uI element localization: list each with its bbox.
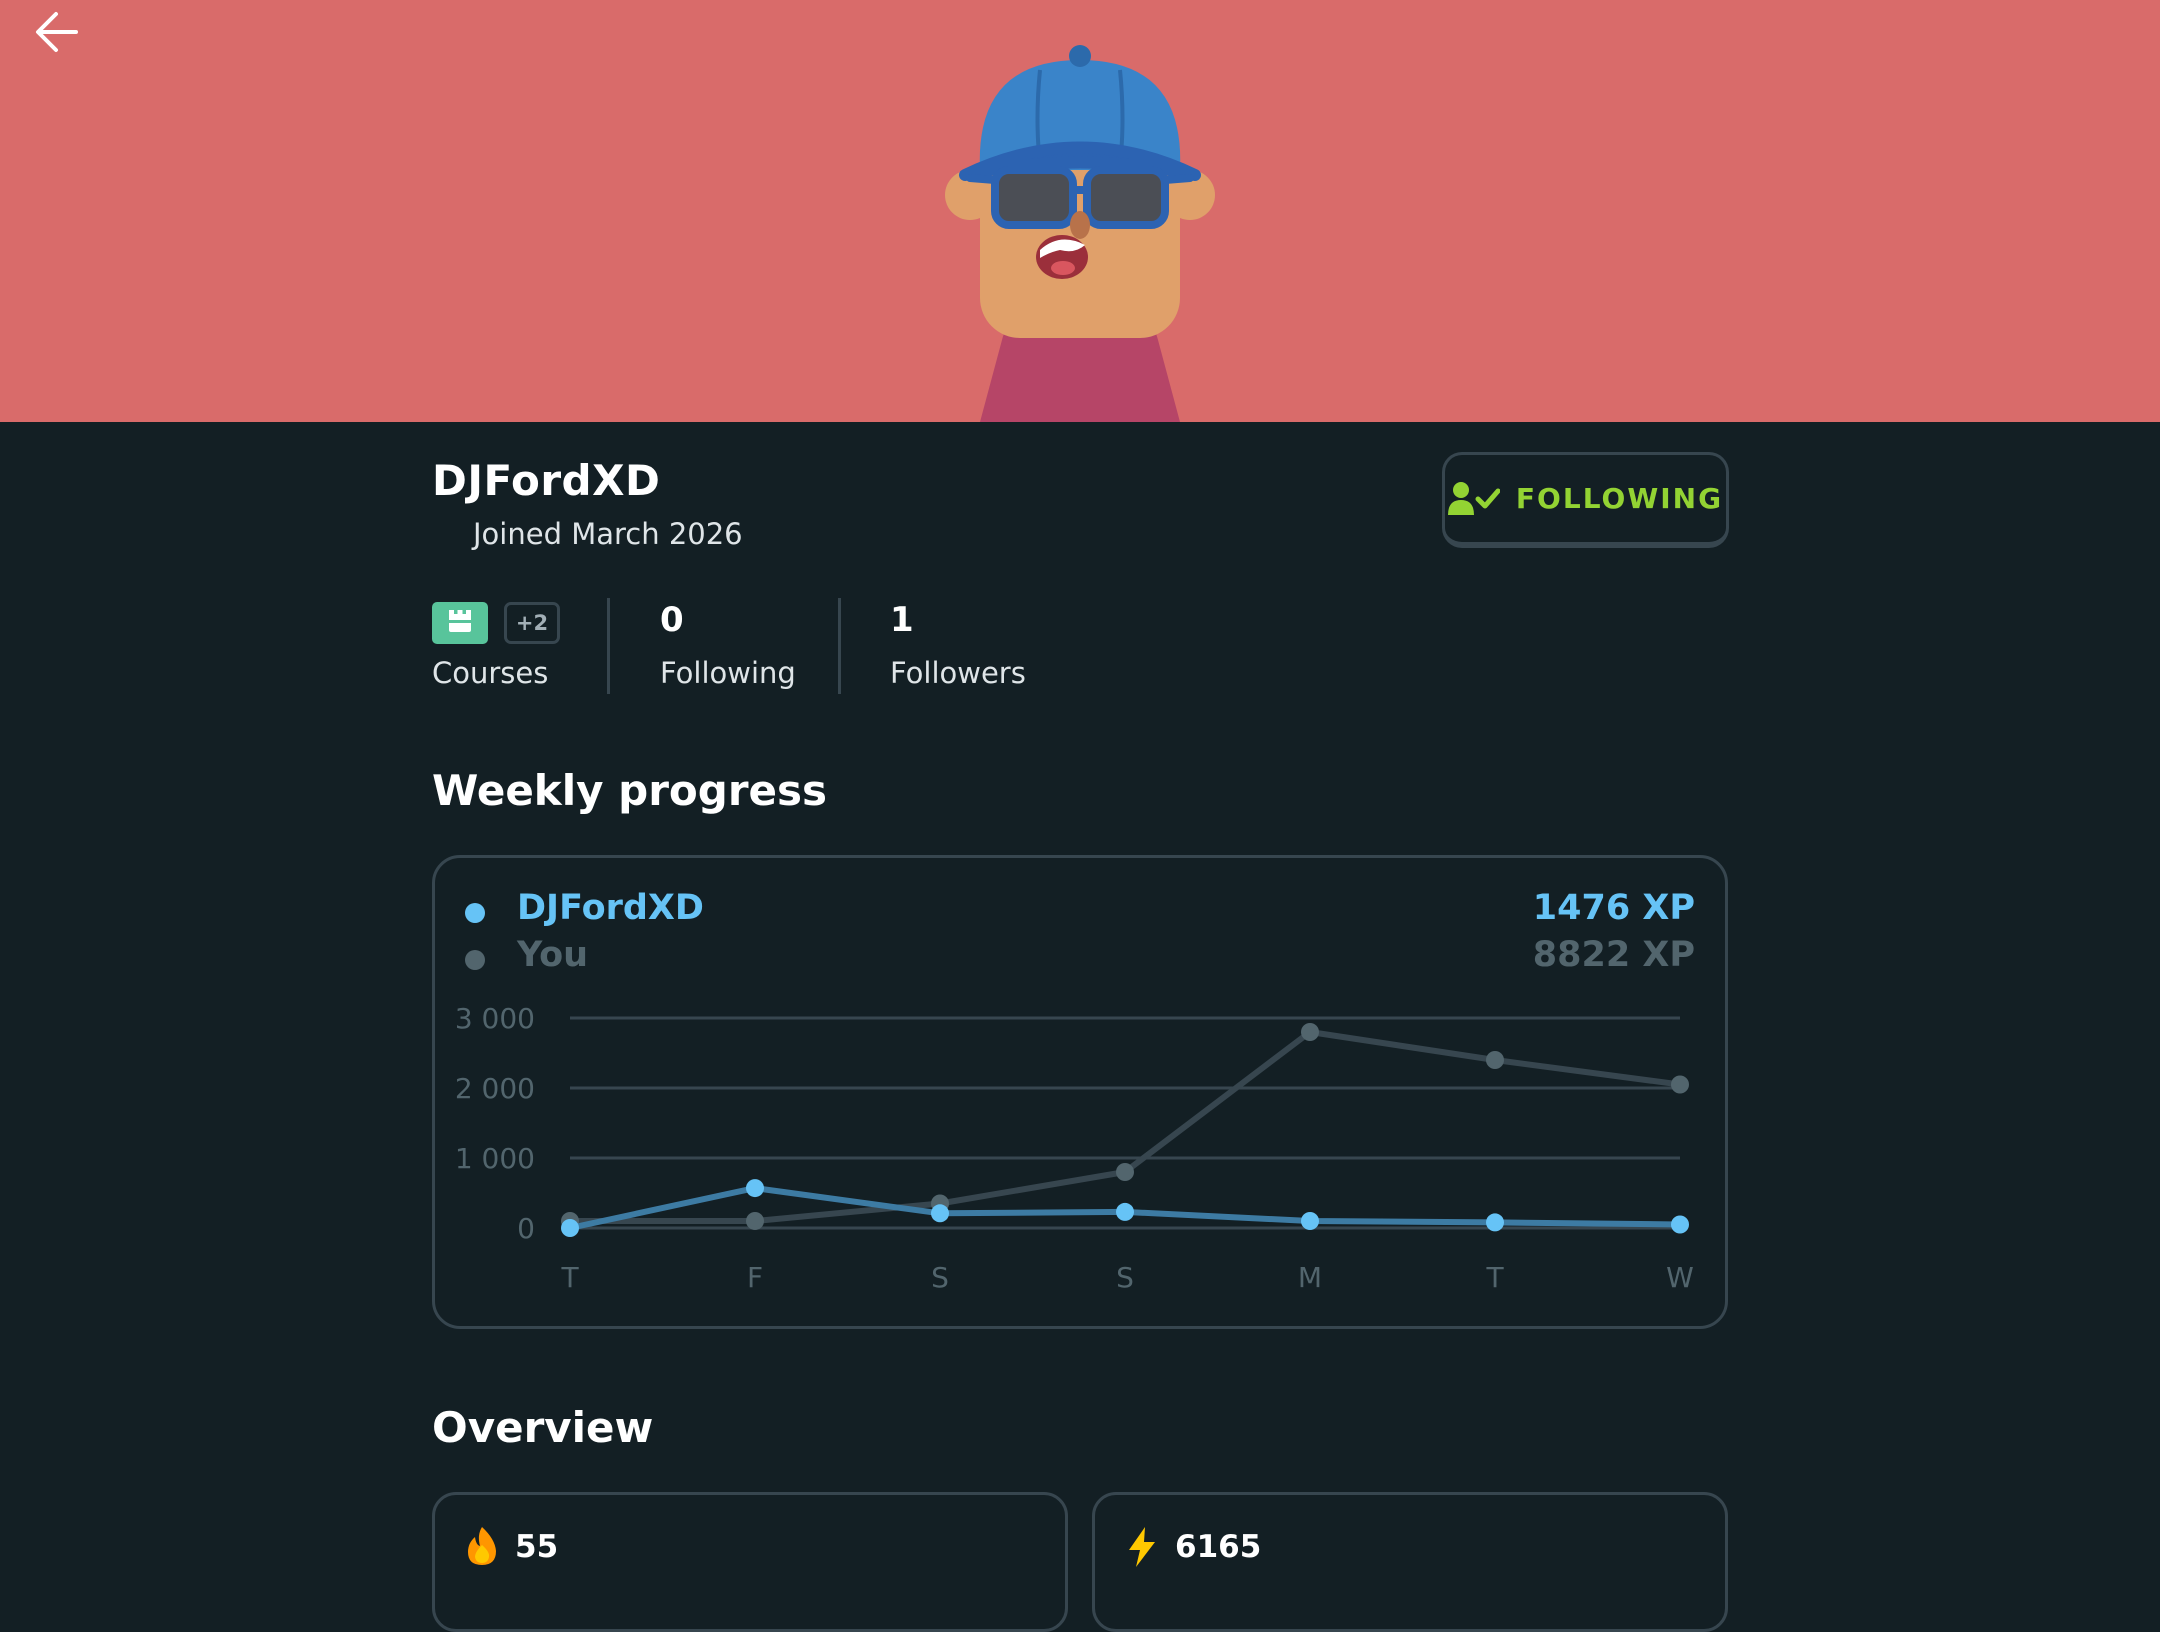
x-tick-label: W [1666, 1261, 1694, 1294]
x-tick-label: T [1485, 1261, 1504, 1294]
legend-name-you: You [517, 935, 589, 975]
data-point [746, 1212, 764, 1230]
username: DJFordXD [432, 456, 661, 505]
followers-count[interactable]: 1 [890, 600, 914, 640]
data-point [1116, 1163, 1134, 1181]
fire-icon [468, 1527, 496, 1565]
weekly-progress-chart: DJFordXD You 1476 XP 8822 XP 3 000 2 000 1… [432, 855, 1728, 1329]
profile-banner [0, 0, 2160, 422]
y-tick-label: 0 [517, 1212, 535, 1245]
following-button[interactable]: FOLLOWING [1442, 452, 1729, 548]
data-point [931, 1204, 949, 1223]
data-point [1671, 1075, 1689, 1094]
data-point [561, 1219, 579, 1237]
legend-dot-friend [465, 903, 485, 923]
divider [838, 598, 841, 694]
x-tick-label: T [560, 1261, 579, 1294]
avatar [945, 45, 1215, 422]
legend-xp-you: 8822 XP [1532, 935, 1695, 975]
data-point [1301, 1023, 1319, 1041]
overview-title: Overview [432, 1403, 654, 1452]
x-tick-label: M [1298, 1261, 1322, 1294]
data-point [746, 1179, 764, 1198]
y-tick-label: 3 000 [455, 1002, 535, 1035]
x-tick-label: F [747, 1261, 763, 1294]
y-tick-label: 1 000 [455, 1142, 535, 1175]
data-point [1486, 1213, 1504, 1232]
course-flag-icon[interactable] [432, 602, 488, 644]
legend-dot-you [465, 950, 485, 970]
divider [607, 598, 610, 694]
x-tick-label: S [1116, 1261, 1134, 1294]
courses-more-badge[interactable]: +2 [504, 602, 560, 644]
overview-card-streak: 55 [432, 1492, 1068, 1632]
weekly-progress-title: Weekly progress [432, 766, 828, 815]
lightning-icon [1129, 1527, 1155, 1567]
following-button-label: FOLLOWING [1515, 482, 1724, 515]
data-point [1301, 1212, 1319, 1230]
x-tick-label: S [931, 1261, 949, 1294]
following-count[interactable]: 0 [660, 600, 684, 640]
courses-label: Courses [432, 656, 549, 690]
user-check-icon [1447, 481, 1500, 515]
y-tick-label: 2 000 [455, 1072, 535, 1105]
data-point [1671, 1215, 1689, 1234]
streak-value: 55 [515, 1529, 559, 1565]
legend-name-friend: DJFordXD [517, 888, 704, 928]
total-xp-value: 6165 [1175, 1529, 1262, 1565]
following-label[interactable]: Following [660, 656, 796, 690]
back-arrow-icon[interactable] [30, 4, 86, 60]
followers-label[interactable]: Followers [890, 656, 1026, 690]
joined-date: Joined March 2026 [473, 517, 743, 551]
data-point [1116, 1202, 1134, 1221]
overview-card-xp: 6165 [1092, 1492, 1728, 1632]
legend-xp-friend: 1476 XP [1532, 888, 1695, 928]
data-point [1486, 1051, 1504, 1069]
